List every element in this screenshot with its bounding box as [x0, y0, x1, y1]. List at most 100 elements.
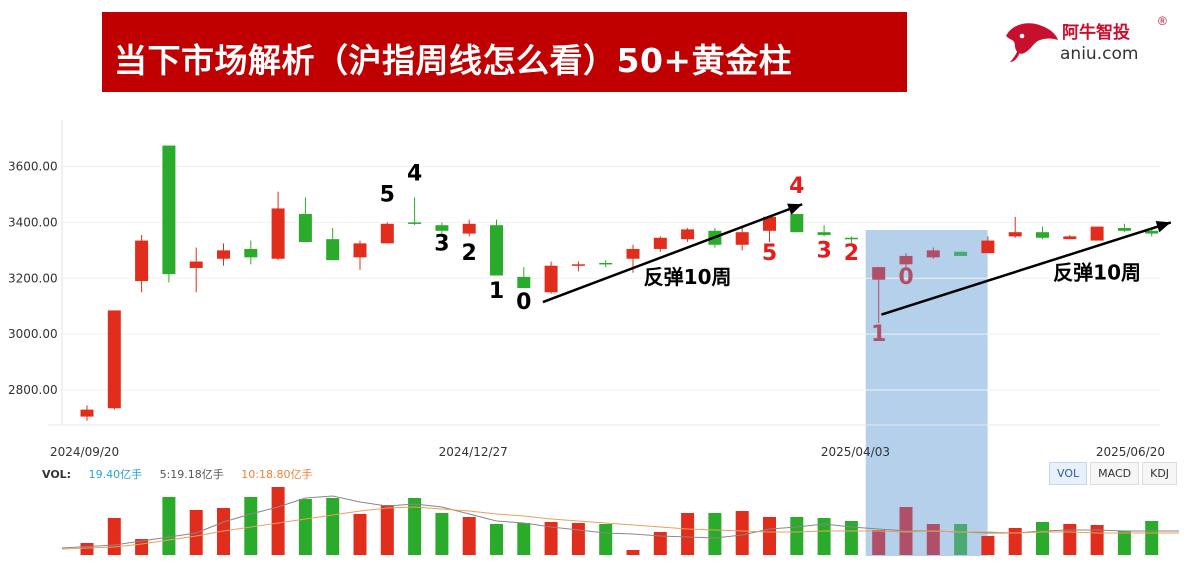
volume-bar: [162, 497, 176, 555]
candle-body: [544, 265, 558, 293]
volume-bar: [708, 513, 722, 555]
volume-bar: [326, 498, 340, 555]
volume-bar: [735, 511, 749, 555]
volume-bar: [271, 487, 285, 555]
volume-ma10-line: [61, 506, 1179, 550]
candle-body: [790, 214, 804, 233]
tab-kdj[interactable]: KDJ: [1142, 462, 1178, 485]
candle-body: [326, 239, 340, 261]
candle-body: [926, 250, 940, 258]
candle-body: [1090, 226, 1104, 241]
y-tick-label: 2800.00: [8, 383, 58, 397]
date-label: 2024/09/20: [50, 445, 119, 459]
candle-body: [981, 240, 995, 254]
highlight-region-group: [865, 230, 988, 556]
candle-body: [817, 232, 831, 235]
candle-body: [681, 229, 695, 240]
volume-bar: [80, 543, 94, 555]
volume-bar: [544, 522, 558, 555]
y-tick-label: 3600.00: [8, 160, 58, 174]
candle-body: [899, 255, 913, 265]
arrow-group: [542, 203, 1172, 316]
annotation-label: 反弹10周: [644, 265, 732, 289]
candle-body: [298, 214, 312, 242]
volume-bar: [380, 505, 394, 555]
candle-body: [244, 248, 258, 258]
annotation-label: 4: [789, 174, 804, 199]
volume-total: 19.40亿手: [88, 468, 143, 481]
candle-body: [763, 216, 776, 231]
volume-bar: [872, 530, 886, 555]
annotation-label: 1: [871, 322, 886, 347]
volume-bar: [244, 497, 258, 555]
volume-bar: [926, 524, 940, 555]
candle-body: [162, 145, 176, 275]
annotation-label: 0: [516, 290, 531, 315]
candle-body: [571, 264, 585, 266]
rebound-arrow-head: [1155, 220, 1171, 233]
volume-bar: [298, 499, 312, 555]
candle-body: [1145, 230, 1159, 234]
grid-group: [48, 120, 1160, 426]
candle-body: [408, 222, 422, 224]
volume-ma5-line: [61, 495, 1179, 549]
candle-body: [872, 267, 886, 280]
y-tick-label: 3400.00: [8, 215, 58, 229]
rebound-arrow-head: [787, 203, 803, 215]
volume-bar: [517, 523, 531, 555]
volume-bar: [435, 513, 449, 555]
volume-bar: [408, 498, 422, 555]
y-tick-label: 3000.00: [8, 327, 58, 341]
volume-bar: [490, 524, 503, 555]
annotation-label: 反弹10周: [1053, 261, 1141, 285]
banner-title: 当下市场解析（沪指周线怎么看）50+黄金柱: [114, 41, 793, 80]
volume-bar: [653, 532, 667, 555]
candle-body: [626, 248, 640, 259]
volume-bar: [981, 536, 995, 555]
annotation-label: 2: [844, 241, 859, 266]
volume-bar: [1145, 521, 1159, 555]
volume-group: [61, 487, 1179, 555]
volume-bar: [790, 517, 804, 555]
volume-ma10: 10:18.80亿手: [241, 468, 313, 481]
date-label: 2025/04/03: [821, 445, 890, 459]
volume-ma5: 5:19.18亿手: [159, 468, 224, 481]
volume-bar: [599, 524, 613, 555]
candle-body: [954, 251, 968, 256]
date-label: 2024/12/27: [439, 445, 508, 459]
rebound-arrow-line: [881, 221, 1172, 316]
candle-body: [135, 240, 149, 282]
logo-domain: aniu.com: [1060, 44, 1139, 64]
volume-bar: [681, 513, 695, 555]
candle-body: [217, 250, 230, 259]
volume-tag: VOL:: [42, 468, 72, 481]
volume-bar: [135, 539, 149, 555]
volume-bar: [626, 550, 640, 555]
brand-logo: 阿牛智投 ® aniu.com: [1002, 14, 1172, 70]
volume-bar: [817, 518, 831, 555]
volume-bar: [844, 521, 858, 555]
candle-body: [435, 225, 449, 231]
annotation-label: 2: [462, 241, 477, 266]
candle-body: [844, 237, 858, 240]
tab-macd[interactable]: MACD: [1090, 462, 1140, 485]
highlight-region: [865, 230, 988, 556]
candle-body: [653, 237, 667, 249]
volume-bar: [1063, 524, 1077, 555]
date-axis-group: 2024/09/20 2024/12/27 2025/04/03 2025/06/20: [50, 445, 1165, 459]
annotation-label: 0: [898, 265, 913, 290]
candle-body: [490, 225, 503, 276]
candle-body: [271, 208, 285, 259]
candle-body: [1117, 228, 1131, 231]
annotation-label: 1: [489, 279, 504, 304]
candle-body: [189, 261, 203, 268]
candles-group: [80, 145, 1159, 421]
tab-vol[interactable]: VOL: [1049, 462, 1088, 485]
bull-logo-icon: [1006, 23, 1058, 62]
annotation-label: 3: [434, 231, 449, 256]
rebound-arrow-line: [542, 203, 803, 304]
title-banner: 当下市场解析（沪指周线怎么看）50+黄金柱: [102, 12, 907, 92]
candle-body: [353, 243, 367, 258]
